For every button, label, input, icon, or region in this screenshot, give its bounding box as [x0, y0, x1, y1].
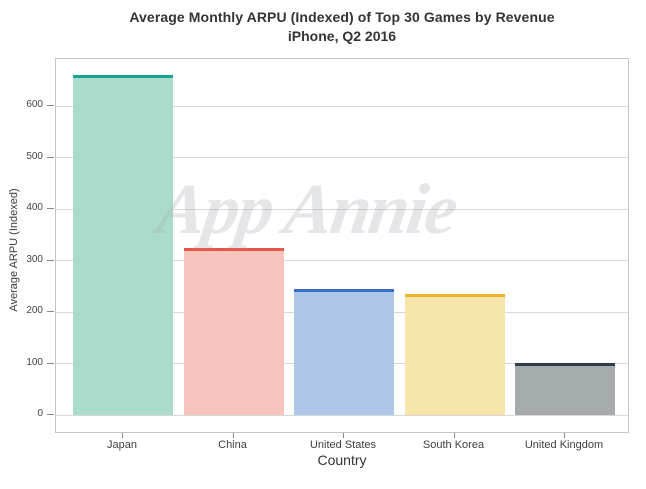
x-tick-label-united-states: United States: [309, 439, 377, 451]
y-tick-label-400: 400: [26, 202, 43, 213]
y-tick-mark-100: [47, 362, 54, 364]
x-tick-mark-2: [343, 433, 344, 438]
y-tick-label-600: 600: [26, 99, 43, 110]
chart-title: Average Monthly ARPU (Indexed) of Top 30…: [129, 9, 555, 25]
y-tick-label-300: 300: [26, 253, 43, 265]
gridline-500: [56, 157, 628, 158]
y-tick-label-500: 500: [26, 150, 43, 162]
x-tick-label-united-kingdom: United Kingdom: [524, 439, 604, 451]
gridline-0: [56, 414, 628, 416]
bar-china: [183, 248, 284, 415]
x-tick-label-japan: Japan: [107, 439, 137, 451]
bar-united-states: [294, 289, 394, 415]
y-tick-mark-200: [47, 311, 54, 312]
y-tick-label-0: 0: [37, 408, 43, 419]
x-tick-mark-4: [564, 433, 565, 438]
chart-subtitle: iPhone, Q2 2016: [287, 28, 397, 44]
x-tick-label-south-korea: South Korea: [422, 439, 485, 451]
y-tick-mark-0: [47, 414, 54, 415]
x-tick-mark-0: [122, 433, 123, 438]
plot-area: [55, 58, 629, 433]
y-tick-mark-300: [47, 259, 54, 261]
gridline-600: [56, 105, 628, 107]
x-tick-mark-1: [232, 433, 234, 438]
bar-united-kingdom: [515, 363, 615, 415]
x-tick-mark-3: [453, 433, 455, 438]
bar-japan: [73, 75, 173, 415]
chart-title-block: Average Monthly ARPU (Indexed) of Top 30…: [55, 8, 629, 46]
y-tick-mark-400: [47, 208, 54, 209]
y-tick-mark-500: [47, 156, 54, 158]
gridline-400: [56, 208, 628, 210]
y-tick-mark-600: [47, 105, 54, 106]
x-tick-label-china: China: [218, 439, 247, 451]
y-tick-label-100: 100: [26, 356, 43, 368]
y-tick-label-200: 200: [26, 305, 43, 316]
bar-south-korea: [404, 294, 505, 415]
gridline-300: [56, 260, 628, 261]
x-axis-label: Country: [317, 452, 367, 468]
